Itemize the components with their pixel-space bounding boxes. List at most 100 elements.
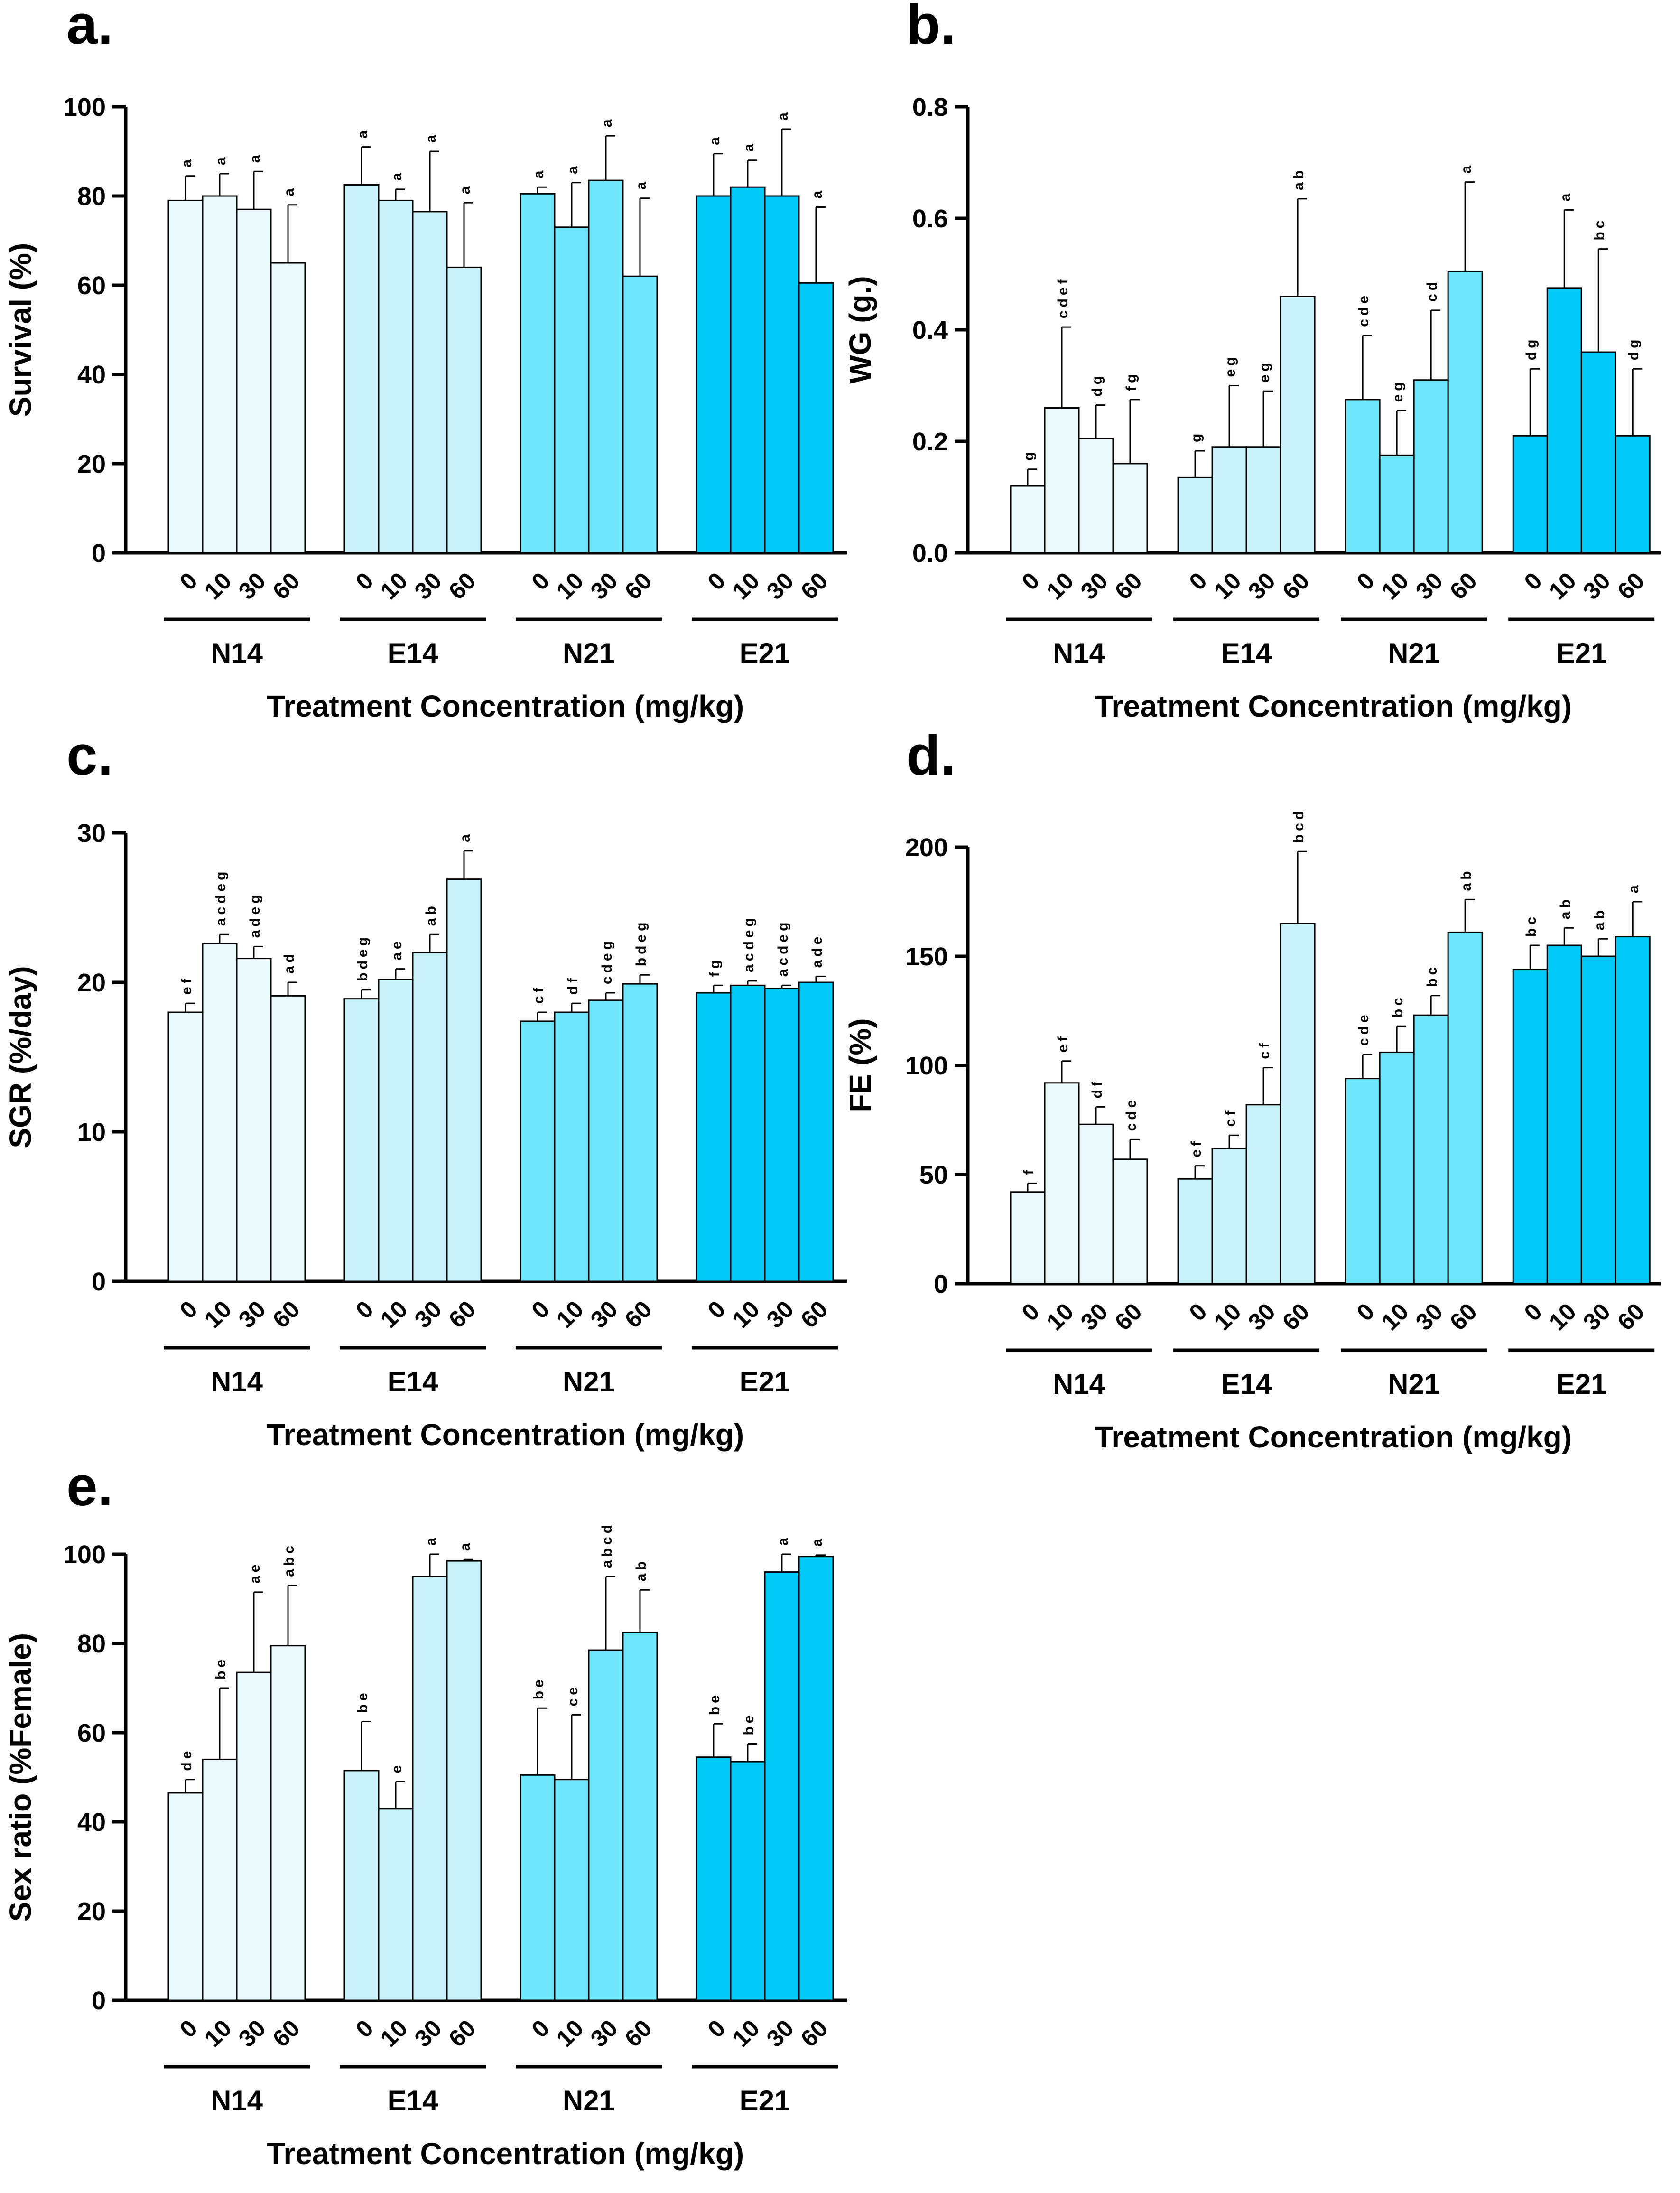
concentration-label: 30 — [1243, 567, 1281, 605]
significance-letter: acdeg — [775, 919, 791, 977]
bar-N14-10 — [202, 195, 238, 554]
concentration-label: 10 — [375, 1296, 413, 1333]
concentration-label: 0 — [1519, 1298, 1547, 1326]
bar-N14-30 — [236, 208, 272, 554]
concentration-label: 30 — [761, 1296, 799, 1333]
x-axis-label: Treatment Concentration (mg/kg) — [1095, 689, 1572, 723]
group-label-N14: N14 — [211, 637, 263, 669]
significance-letter: eg — [1257, 359, 1272, 383]
concentration-label: 60 — [620, 567, 657, 605]
bar-E14-30 — [1245, 446, 1281, 554]
y-tick-label: 20 — [77, 1897, 106, 1926]
bar-E21-10 — [1546, 287, 1582, 554]
concentration-label: 0 — [350, 567, 378, 595]
bar-E21-0 — [696, 1756, 732, 2001]
concentration-label: 60 — [268, 1296, 305, 1333]
y-tick-label: 100 — [63, 93, 106, 121]
bar-N21-10 — [1379, 1051, 1415, 1285]
significance-letter: ab — [1458, 868, 1474, 891]
concentration-label: 10 — [1041, 1298, 1079, 1335]
bar-N14-30 — [1078, 1123, 1114, 1285]
concentration-label: 10 — [1376, 1298, 1414, 1335]
bar-N21-10 — [1379, 454, 1415, 554]
bar-N21-30 — [1413, 1014, 1449, 1285]
y-tick-label: 30 — [77, 819, 106, 848]
significance-letter: f — [1021, 1166, 1037, 1175]
significance-letter: bc — [1523, 914, 1539, 937]
bar-E14-30 — [1245, 1104, 1281, 1285]
group-label-E14: E14 — [388, 1366, 438, 1398]
significance-letter: a — [389, 169, 405, 181]
concentration-label: 30 — [761, 2015, 799, 2052]
concentration-label: 10 — [199, 1296, 237, 1333]
bar-N14-10 — [202, 1758, 238, 2001]
bar-N21-60 — [622, 275, 658, 554]
concentration-label: 60 — [1445, 567, 1482, 605]
significance-letter: ae — [389, 938, 405, 960]
y-tick-label: 150 — [905, 943, 948, 971]
group-label-E21: E21 — [740, 1366, 790, 1398]
concentration-label: 60 — [1612, 567, 1650, 605]
bar-E21-60 — [798, 282, 834, 554]
significance-letter: abc — [281, 1542, 297, 1577]
bar-E21-0 — [1512, 435, 1548, 554]
bar-E21-60 — [798, 1556, 834, 2001]
bar-N21-0 — [520, 1020, 556, 1282]
y-tick-label: 80 — [77, 1630, 106, 1658]
x-axis-label: Treatment Concentration (mg/kg) — [267, 689, 744, 723]
concentration-label: 0 — [1017, 1298, 1045, 1326]
significance-letter: dg — [1089, 373, 1105, 397]
concentration-label: 60 — [268, 567, 305, 605]
bar-E21-10 — [730, 186, 766, 554]
concentration-label: 0 — [1184, 1298, 1212, 1326]
concentration-label: 30 — [1411, 567, 1448, 605]
bar-N14-10 — [1044, 1082, 1080, 1285]
concentration-label: 30 — [585, 567, 623, 605]
bar-N14-10 — [202, 943, 238, 1282]
bar-N21-30 — [588, 179, 624, 554]
bar-N14-0 — [167, 1011, 204, 1282]
bar-E14-10 — [1211, 1148, 1247, 1285]
significance-letter: be — [213, 1656, 229, 1680]
concentration-label: 30 — [1076, 1298, 1113, 1335]
significance-letter: a — [1558, 190, 1573, 202]
bar-N21-60 — [1447, 271, 1483, 554]
significance-letter: bc — [1424, 964, 1440, 987]
chart-panel-b: b. 0.0 0.2 0.4 0.6 0.8 WG (g.) g 0 cdef 10 dg 30 fg 60… — [843, 0, 1661, 723]
y-axis-label: Sex ratio (%Female) — [3, 1633, 37, 1922]
bar-E14-0 — [343, 184, 380, 554]
y-tick-label: 0 — [92, 1268, 106, 1296]
concentration-label: 60 — [1277, 1298, 1315, 1335]
group-label-N14: N14 — [1053, 637, 1105, 669]
group-label-N14: N14 — [211, 1366, 263, 1398]
x-axis-label: Treatment Concentration (mg/kg) — [267, 1418, 744, 1452]
significance-letter: cde — [1356, 292, 1372, 327]
concentration-label: 0 — [175, 2015, 203, 2043]
significance-letter: be — [741, 1712, 757, 1735]
bar-E14-10 — [378, 199, 414, 554]
significance-letter: be — [355, 1689, 371, 1713]
y-tick-label: 0.0 — [912, 539, 948, 568]
significance-letter: ef — [179, 975, 195, 995]
y-tick-label: 100 — [63, 1540, 106, 1569]
y-tick-label: 0 — [92, 1987, 106, 2015]
significance-letter: bcd — [1291, 808, 1307, 843]
significance-letter: a — [565, 163, 581, 174]
concentration-label: 10 — [727, 2015, 765, 2052]
concentration-label: 60 — [620, 1296, 657, 1333]
bar-E14-30 — [412, 952, 448, 1282]
bar-N21-0 — [1345, 399, 1381, 554]
concentration-label: 10 — [1209, 567, 1246, 605]
significance-letter: ae — [247, 1561, 263, 1584]
concentration-label: 0 — [702, 2015, 730, 2043]
concentration-label: 60 — [444, 1296, 481, 1333]
concentration-label: 0 — [1184, 567, 1212, 595]
concentration-label: 30 — [1578, 1298, 1615, 1335]
significance-letter: cd — [1424, 279, 1440, 302]
concentration-label: 30 — [585, 2015, 623, 2052]
significance-letter: df — [565, 975, 581, 995]
panel-letter: d. — [906, 724, 956, 787]
concentration-label: 10 — [551, 1296, 589, 1333]
concentration-label: 60 — [444, 2015, 481, 2052]
bar-N14-0 — [167, 199, 204, 554]
